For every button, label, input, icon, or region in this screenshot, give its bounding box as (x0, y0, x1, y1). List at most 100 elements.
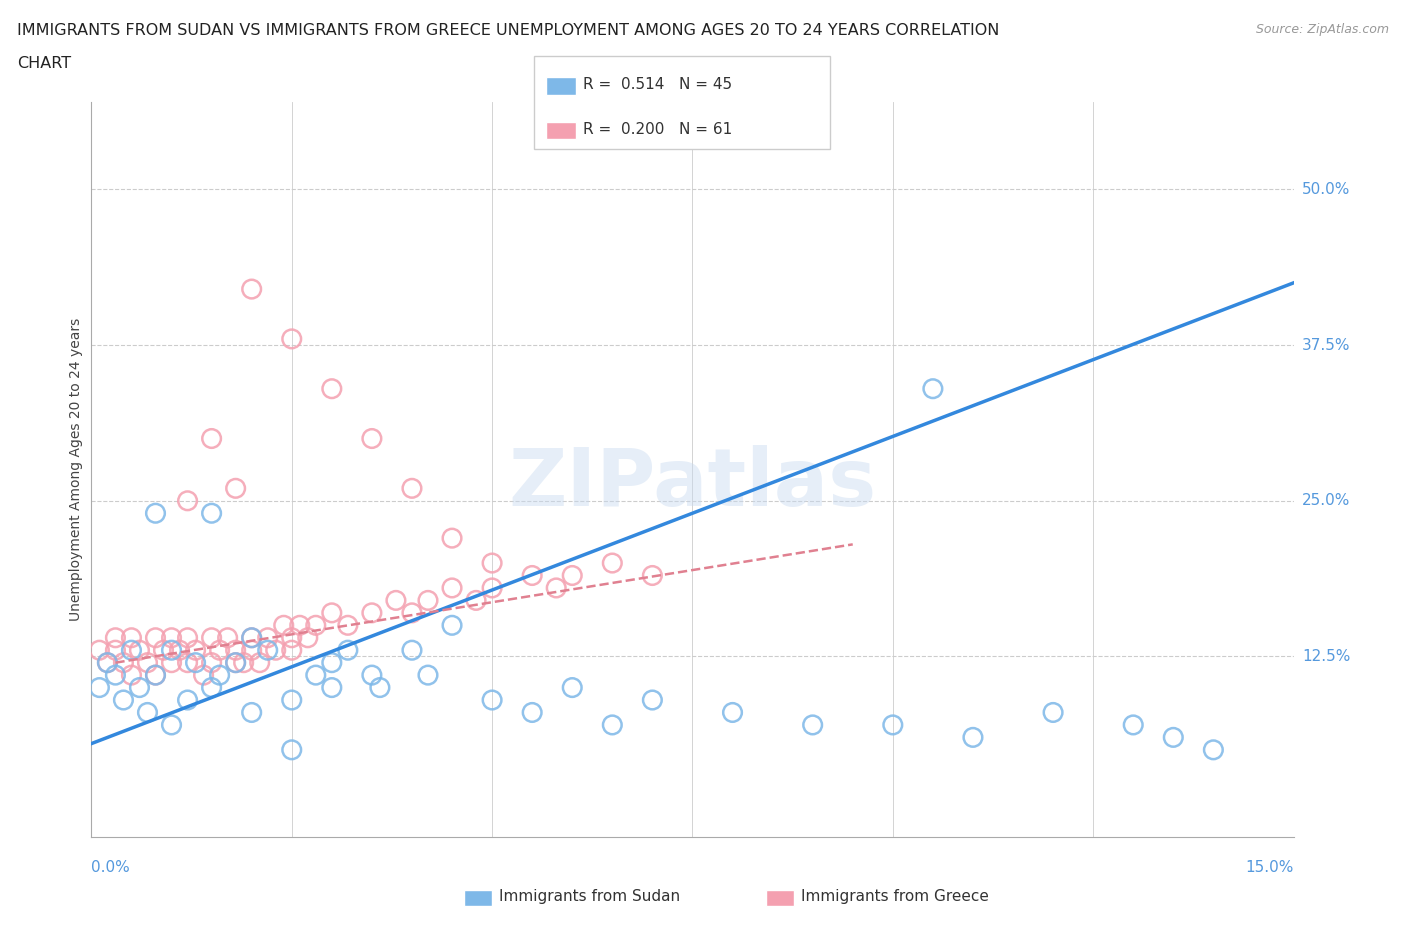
Point (152, 643, 174, 658)
Point (801, 717, 824, 732)
Point (136, 656, 159, 671)
Point (256, 631, 278, 645)
Point (201, 432, 224, 446)
Point (368, 680, 391, 695)
Text: 37.5%: 37.5% (1302, 338, 1350, 352)
Point (121, 643, 143, 658)
Point (89, 643, 111, 658)
Point (201, 506, 224, 521)
Point (416, 668, 439, 683)
Point (401, 605, 423, 620)
Point (160, 717, 183, 732)
Point (561, 568, 583, 583)
Point (201, 656, 224, 671)
Point (145, 506, 167, 521)
Point (281, 631, 304, 645)
Point (360, 668, 382, 683)
Point (1202, 742, 1225, 757)
Point (225, 656, 247, 671)
Point (208, 668, 231, 683)
Text: 15.0%: 15.0% (1246, 860, 1294, 875)
Point (104, 631, 127, 645)
Point (522, 705, 544, 720)
Point (641, 568, 664, 583)
Text: Immigrants from Greece: Immigrants from Greece (801, 889, 990, 904)
Point (240, 282, 263, 297)
Point (240, 631, 263, 645)
Text: 12.5%: 12.5% (1302, 649, 1350, 664)
Point (201, 680, 224, 695)
Point (225, 656, 247, 671)
Point (401, 643, 423, 658)
Point (465, 593, 488, 608)
Point (184, 656, 207, 671)
Point (201, 631, 224, 645)
Point (232, 656, 254, 671)
Point (184, 643, 207, 658)
Text: 0.0%: 0.0% (91, 860, 131, 875)
Point (176, 631, 198, 645)
Point (104, 643, 127, 658)
Point (128, 680, 150, 695)
Point (176, 693, 198, 708)
Point (121, 631, 143, 645)
Point (249, 656, 271, 671)
Point (193, 668, 215, 683)
Point (385, 593, 408, 608)
Text: Immigrants from Sudan: Immigrants from Sudan (499, 889, 681, 904)
Point (321, 605, 343, 620)
Point (176, 493, 198, 508)
Point (208, 643, 231, 658)
Point (96, 656, 118, 671)
Point (336, 643, 359, 658)
Text: Source: ZipAtlas.com: Source: ZipAtlas.com (1256, 23, 1389, 36)
Point (481, 693, 503, 708)
Point (440, 531, 463, 546)
Point (336, 618, 359, 632)
Point (169, 643, 191, 658)
Point (1163, 730, 1185, 745)
Point (96, 656, 118, 671)
Point (176, 656, 198, 671)
Point (481, 555, 503, 570)
Point (297, 631, 319, 645)
Point (281, 331, 304, 346)
Point (546, 580, 568, 595)
Text: ZIPatlas: ZIPatlas (509, 445, 876, 524)
Point (360, 432, 382, 446)
Point (240, 631, 263, 645)
Point (288, 618, 311, 632)
Point (602, 717, 624, 732)
Text: 50.0%: 50.0% (1302, 182, 1350, 197)
Point (136, 705, 159, 720)
Point (641, 693, 664, 708)
Point (217, 631, 239, 645)
Point (721, 705, 744, 720)
Point (145, 668, 167, 683)
Point (1122, 717, 1144, 732)
Point (360, 605, 382, 620)
Point (440, 580, 463, 595)
Point (225, 643, 247, 658)
Point (145, 668, 167, 683)
Point (256, 643, 278, 658)
Point (522, 568, 544, 583)
Point (112, 693, 135, 708)
Point (273, 618, 295, 632)
Point (225, 481, 247, 496)
Point (882, 717, 904, 732)
Point (281, 742, 304, 757)
Point (481, 580, 503, 595)
Point (440, 618, 463, 632)
Point (401, 481, 423, 496)
Point (321, 680, 343, 695)
Point (281, 643, 304, 658)
Point (416, 593, 439, 608)
Point (1042, 705, 1064, 720)
Point (240, 705, 263, 720)
Point (128, 643, 150, 658)
Point (305, 618, 328, 632)
Text: IMMIGRANTS FROM SUDAN VS IMMIGRANTS FROM GREECE UNEMPLOYMENT AMONG AGES 20 TO 24: IMMIGRANTS FROM SUDAN VS IMMIGRANTS FROM… (17, 23, 1000, 38)
Point (89, 680, 111, 695)
Text: R =  0.200   N = 61: R = 0.200 N = 61 (583, 122, 733, 137)
